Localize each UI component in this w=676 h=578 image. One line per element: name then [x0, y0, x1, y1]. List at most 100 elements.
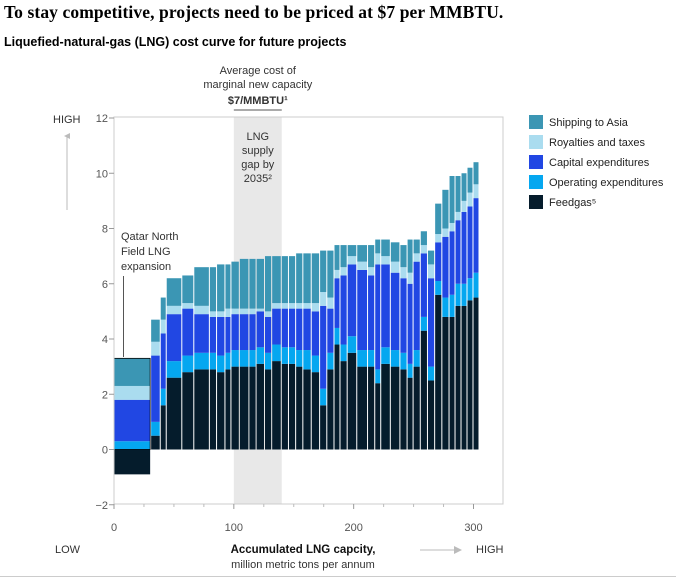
cost-curve-bars	[113, 162, 479, 475]
bar-segment-roy	[435, 234, 442, 243]
bar-segment-ship	[449, 176, 455, 223]
bar-segment-roy	[340, 267, 347, 276]
bar-segment-capex	[467, 206, 473, 279]
qatar-annotation-line: Qatar North	[121, 231, 178, 243]
bar-segment-roy	[375, 253, 381, 265]
bar-segment-opex	[327, 352, 334, 370]
bar-segment-opex	[413, 350, 420, 367]
bar-segment-opex	[390, 350, 400, 367]
project-bar	[375, 239, 381, 450]
project-bar	[407, 239, 413, 450]
bar-segment-capex	[256, 311, 264, 348]
bar-segment-ship	[239, 258, 249, 309]
bar-segment-feedgas	[225, 369, 231, 450]
project-bar	[449, 176, 455, 450]
bar-segment-opex	[264, 352, 272, 370]
bar-segment-roy	[311, 303, 320, 312]
bar-segment-ship	[347, 245, 357, 257]
bar-segment-feedgas	[381, 363, 390, 450]
project-bar	[390, 242, 400, 450]
bar-segment-capex	[435, 242, 442, 281]
x-tick-label: 100	[225, 522, 243, 534]
bar-segment-capex	[311, 311, 320, 356]
bar-segment-opex	[400, 352, 407, 370]
y-tick-label: 6	[102, 279, 108, 291]
project-bar	[231, 261, 239, 450]
bar-segment-opex	[435, 280, 442, 295]
bar-segment-feedgas	[182, 372, 194, 450]
bar-segment-feedgas	[334, 344, 340, 450]
bar-segment-ship	[327, 250, 334, 298]
bar-segment-capex	[239, 314, 249, 351]
x-tick-label: 0	[111, 522, 117, 534]
bar-segment-opex	[467, 278, 473, 301]
bar-segment-ship	[209, 267, 217, 312]
bar-segment-ship	[151, 319, 160, 342]
legend-swatch	[529, 135, 543, 149]
y-tick-label: 8	[102, 224, 108, 236]
bar-segment-capex	[407, 283, 413, 364]
qatar-annotation: Qatar North Field LNG expansion	[121, 231, 178, 357]
bar-segment-opex	[407, 363, 413, 378]
project-bar	[182, 275, 194, 450]
x-axis-ticks: 0 100 200 300	[111, 504, 483, 534]
supply-gap-label-line: LNG	[246, 131, 269, 143]
y-high-label: HIGH	[53, 114, 81, 126]
bar-segment-feedgas	[296, 366, 303, 450]
x-axis-label-line2: million metric tons per annum	[231, 559, 375, 571]
bar-segment-capex	[413, 261, 420, 351]
bar-segment-feedgas	[272, 361, 281, 450]
bar-segment-roy	[357, 261, 368, 270]
bar-segment-opex	[182, 355, 194, 373]
headline: To stay competitive, projects need to be…	[4, 2, 504, 22]
bar-segment-ship	[368, 245, 375, 268]
average-cost-value: $7/MMBTU¹	[228, 95, 288, 107]
bar-segment-roy	[381, 256, 390, 265]
bar-segment-opex	[256, 347, 264, 364]
supply-gap-label-line: gap by	[241, 159, 275, 171]
bar-segment-feedgas	[420, 330, 427, 450]
bar-segment-ship	[375, 239, 381, 254]
x-tick-label: 200	[344, 522, 362, 534]
bar-segment-roy	[327, 297, 334, 309]
project-bar	[151, 319, 160, 450]
chart-title: Liquefied-natural-gas (LNG) cost curve f…	[4, 35, 347, 49]
bar-segment-opex	[272, 344, 281, 362]
project-bar	[217, 264, 225, 450]
bar-segment-capex	[182, 308, 194, 356]
bar-segment-ship	[225, 264, 231, 309]
bar-segment-ship	[256, 258, 264, 309]
bar-segment-roy	[239, 308, 249, 315]
y-tick-label: 10	[96, 168, 108, 180]
bar-segment-feedgas	[303, 369, 311, 450]
bar-segment-roy	[288, 303, 296, 309]
bar-segment-feedgas	[461, 305, 467, 450]
bar-segment-roy	[347, 256, 357, 265]
y-tick-label: −2	[95, 500, 108, 512]
bar-segment-opex	[296, 350, 303, 367]
bar-segment-ship	[166, 278, 182, 306]
bar-segment-ship	[249, 258, 256, 309]
bar-segment-ship	[442, 189, 449, 229]
project-bar	[435, 203, 442, 450]
bar-segment-opex	[375, 369, 381, 384]
bar-segment-roy	[461, 200, 467, 212]
bar-segment-feedgas	[288, 363, 296, 450]
bar-segment-ship	[311, 253, 320, 304]
bar-segment-capex	[151, 355, 160, 422]
bar-segment-roy	[264, 311, 272, 317]
legend-swatch	[529, 195, 543, 209]
project-bar	[340, 245, 347, 450]
bar-segment-ship	[194, 267, 209, 306]
bar-segment-opex	[334, 327, 340, 345]
bar-segment-capex	[217, 316, 225, 356]
bar-segment-roy	[427, 264, 435, 279]
project-bar	[427, 250, 435, 450]
bar-segment-opex	[239, 350, 249, 367]
project-bar	[473, 162, 479, 450]
bar-segment-feedgas	[114, 449, 151, 475]
bar-segment-ship	[303, 253, 311, 304]
bar-segment-capex	[357, 269, 368, 351]
bar-segment-roy	[272, 303, 281, 309]
bar-segment-ship	[114, 358, 151, 386]
